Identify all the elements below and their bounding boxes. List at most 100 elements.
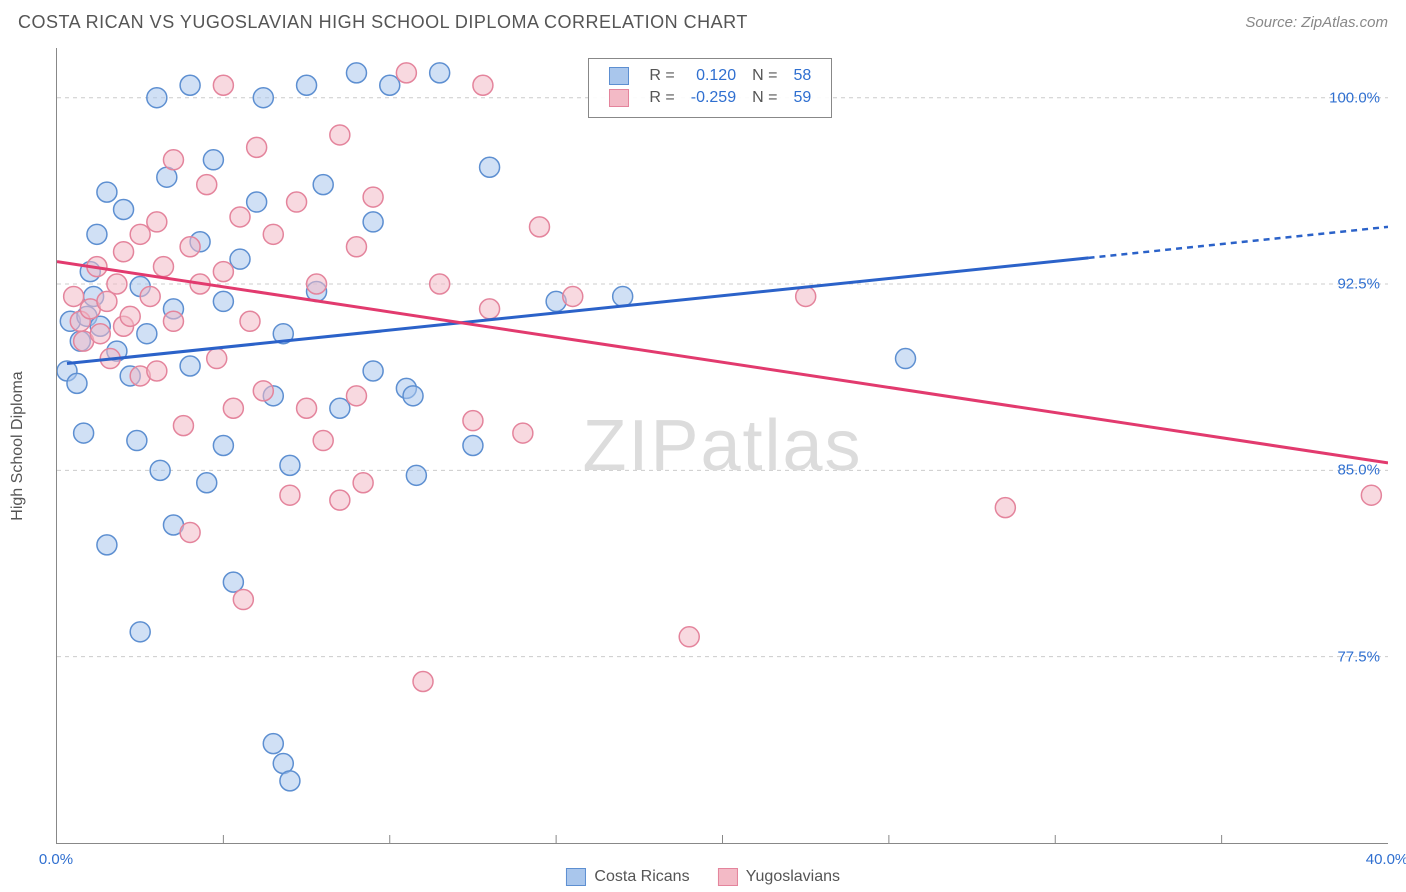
scatter-point (137, 324, 157, 344)
y-tick-label: 92.5% (1337, 276, 1380, 293)
scatter-point (147, 88, 167, 108)
scatter-point (406, 465, 426, 485)
scatter-point (297, 75, 317, 95)
scatter-point (180, 237, 200, 257)
scatter-point (127, 431, 147, 451)
legend-label: Yugoslavians (746, 868, 840, 885)
scatter-point (353, 473, 373, 493)
scatter-point (330, 398, 350, 418)
scatter-point (796, 286, 816, 306)
scatter-point (363, 187, 383, 207)
scatter-point (213, 291, 233, 311)
scatter-point (330, 125, 350, 145)
scatter-point (114, 242, 134, 262)
scatter-point (180, 356, 200, 376)
scatter-point (247, 192, 267, 212)
plot-region: ZIPatlas 77.5%85.0%92.5%100.0% (56, 48, 1388, 844)
scatter-point (330, 490, 350, 510)
scatter-point (87, 224, 107, 244)
scatter-point (223, 398, 243, 418)
scatter-point (363, 361, 383, 381)
scatter-point (163, 150, 183, 170)
scatter-point (280, 485, 300, 505)
scatter-point (396, 63, 416, 83)
scatter-point (150, 460, 170, 480)
scatter-point (207, 349, 227, 369)
scatter-point (230, 207, 250, 227)
scatter-point (263, 224, 283, 244)
legend-table: R =0.120N =58R =-0.259N =59 (601, 65, 819, 109)
scatter-point (173, 416, 193, 436)
correlation-legend: R =0.120N =58R =-0.259N =59 (588, 58, 832, 118)
legend-swatch (609, 89, 629, 107)
scatter-point (233, 590, 253, 610)
scatter-point (197, 473, 217, 493)
source-link[interactable]: ZipAtlas.com (1301, 14, 1388, 31)
scatter-point (90, 324, 110, 344)
scatter-point (473, 75, 493, 95)
scatter-point (307, 274, 327, 294)
scatter-point (147, 361, 167, 381)
scatter-point (480, 157, 500, 177)
scatter-point (346, 63, 366, 83)
scatter-point (67, 373, 87, 393)
legend-item: Costa Ricans (566, 868, 690, 886)
scatter-point (679, 627, 699, 647)
scatter-point (203, 150, 223, 170)
scatter-point (613, 286, 633, 306)
scatter-point (346, 237, 366, 257)
scatter-point (180, 522, 200, 542)
scatter-point (197, 175, 217, 195)
scatter-point (114, 199, 134, 219)
scatter-point (97, 535, 117, 555)
scatter-point (240, 311, 260, 331)
scatter-point (313, 175, 333, 195)
chart-header: COSTA RICAN VS YUGOSLAVIAN HIGH SCHOOL D… (18, 12, 1388, 33)
y-tick-label: 85.0% (1337, 462, 1380, 479)
y-tick-label: 77.5% (1337, 648, 1380, 665)
scatter-point (97, 291, 117, 311)
scatter-point (430, 274, 450, 294)
y-tick-label: 100.0% (1329, 89, 1380, 106)
x-tick-label: 40.0% (1366, 851, 1406, 868)
legend-label: Costa Ricans (594, 868, 689, 885)
scatter-point (213, 262, 233, 282)
scatter-point (363, 212, 383, 232)
scatter-point (287, 192, 307, 212)
scatter-point (313, 431, 333, 451)
scatter-point (346, 386, 366, 406)
scatter-point (1361, 485, 1381, 505)
scatter-point (263, 734, 283, 754)
scatter-point (107, 274, 127, 294)
scatter-point (253, 88, 273, 108)
scatter-point (280, 455, 300, 475)
chart-title: COSTA RICAN VS YUGOSLAVIAN HIGH SCHOOL D… (18, 12, 748, 33)
x-tick-label: 0.0% (39, 851, 73, 868)
scatter-point (213, 75, 233, 95)
scatter-point (180, 75, 200, 95)
legend-swatch (609, 67, 629, 85)
source-prefix: Source: (1245, 14, 1301, 31)
scatter-point (247, 137, 267, 157)
scatter-point (253, 381, 273, 401)
scatter-point (413, 672, 433, 692)
scatter-point (280, 771, 300, 791)
source-attribution: Source: ZipAtlas.com (1245, 14, 1388, 31)
scatter-point (380, 75, 400, 95)
chart-area: High School Diploma ZIPatlas 77.5%85.0%9… (38, 48, 1388, 844)
scatter-point (463, 436, 483, 456)
scatter-point (163, 311, 183, 331)
legend-item: Yugoslavians (718, 868, 840, 886)
scatter-point (230, 249, 250, 269)
scatter-point (147, 212, 167, 232)
scatter-point (130, 224, 150, 244)
scatter-point (140, 286, 160, 306)
legend-swatch (566, 868, 586, 886)
legend-bottom: Costa Ricans Yugoslavians (566, 868, 840, 886)
scatter-point (430, 63, 450, 83)
scatter-point (297, 398, 317, 418)
scatter-point (896, 349, 916, 369)
scatter-point (130, 622, 150, 642)
scatter-point (480, 299, 500, 319)
legend-swatch (718, 868, 738, 886)
